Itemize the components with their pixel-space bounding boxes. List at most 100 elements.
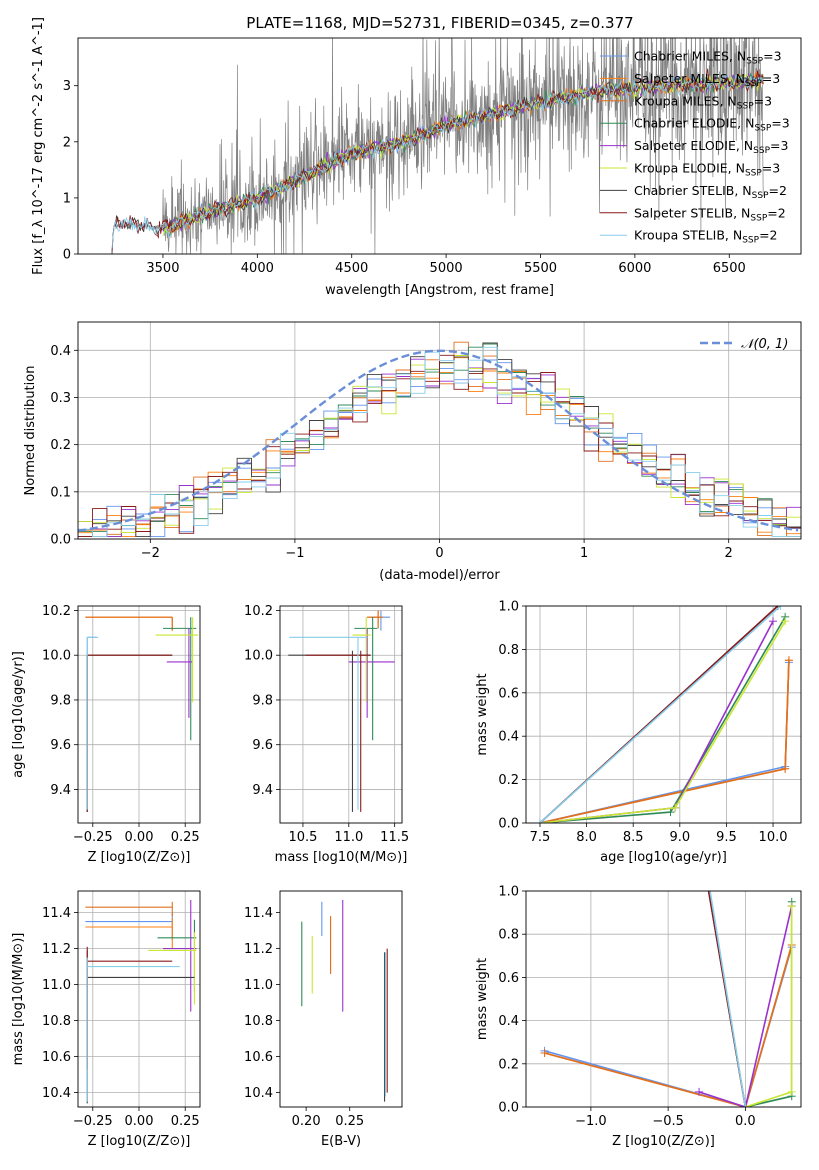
- errorbar-point: [85, 918, 173, 949]
- y-tick-label: 10.6: [42, 1050, 71, 1065]
- errorbar-point: [348, 628, 395, 718]
- x-tick-label: 0: [435, 546, 443, 561]
- legend-label: 𝒩(0, 1): [741, 337, 788, 352]
- mass-vs-ebv-panel: 0.20 0.25 10.4 10.6 10.8 11.0 11.2 11.4 E(B-V): [244, 890, 403, 1149]
- y-tick-label: 0.0: [498, 1101, 519, 1116]
- errorbar-point: [85, 616, 173, 631]
- y-tick-label: 9.4: [50, 783, 71, 798]
- legend-label: Chabrier ELODIE, NSSP=3: [634, 116, 790, 134]
- y-tick-label: 9.8: [252, 693, 273, 708]
- y-tick-label: 11.4: [42, 906, 71, 921]
- y-tick-label: 11.2: [244, 942, 273, 957]
- errorbar-point: [86, 636, 97, 812]
- y-tick-label: 0.0: [50, 533, 71, 548]
- legend-label: Kroupa MILES, NSSP=3: [634, 93, 772, 111]
- errorbar-point: [85, 912, 173, 940]
- y-tick-label: 0.2: [498, 773, 519, 788]
- y-tick-label: 10.2: [42, 604, 71, 619]
- mass-vs-metallicity-panel: −0.25 0.00 0.25 10.4 10.6 10.8 11.0 11.2 11.4 Z […: [11, 890, 201, 1149]
- legend-label: Chabrier MILES, NSSP=3: [634, 49, 782, 67]
- y-tick-label: 10.0: [42, 649, 71, 664]
- errorbar-point: [86, 636, 99, 810]
- errorbar-point: [85, 616, 173, 631]
- axes-frame: [77, 890, 201, 1108]
- mass-weight-line: [709, 891, 747, 1107]
- spectrum-legend: Chabrier MILES, NSSP=3 Salpeter MILES, NS…: [600, 49, 790, 246]
- y-tick-label: 0.2: [50, 438, 71, 453]
- mass-weight-marker: [741, 1103, 750, 1107]
- y-axis-label: Normed distribution: [23, 366, 38, 496]
- y-tick-label: 10.8: [42, 1014, 71, 1029]
- x-tick-label: −1.0: [575, 1114, 607, 1129]
- errorbar-point: [166, 628, 193, 718]
- x-axis-label: age [log10(age/yr)]: [600, 850, 727, 865]
- mass-weight-line: [539, 620, 786, 823]
- errorbar-point: [148, 932, 197, 1005]
- mass-weight-marker: [695, 1087, 704, 1096]
- y-tick-label: 0.1: [50, 485, 71, 500]
- y-tick-label: 0.4: [498, 730, 519, 745]
- x-tick-label: 0.25: [171, 1114, 200, 1129]
- y-tick-label: 2: [63, 135, 71, 150]
- mass-weight-vs-age-panel: 7.5 8.0 8.5 9.0 9.5 10.0 0.0 0.2 0.4 0.6 0.8 1.0 age…: [475, 600, 802, 865]
- y-tick-label: 1.0: [498, 885, 519, 900]
- age-vs-metallicity-panel: −0.25 0.00 0.25 9.4 9.6 9.8 10.0 10.2 Z [log10(Z…: [11, 604, 201, 865]
- x-tick-label: 1: [580, 546, 588, 561]
- mass-vs-ebv-plot-area: [301, 900, 388, 1102]
- histogram-step-line: [78, 346, 801, 538]
- x-tick-label: 4000: [241, 261, 274, 276]
- x-tick-label: −0.5: [652, 1114, 684, 1129]
- histogram-legend: 𝒩(0, 1): [700, 337, 788, 352]
- axes-frame: [279, 890, 403, 1108]
- y-tick-label: 0.8: [498, 928, 519, 943]
- mass-weight-marker: [540, 1049, 549, 1057]
- mass-weight-line: [539, 660, 790, 823]
- mass-weight-marker: [784, 656, 793, 665]
- mass-weight-marker: [787, 902, 796, 911]
- y-tick-label: 0: [63, 248, 71, 263]
- x-tick-label: 0.00: [125, 830, 154, 845]
- errorbar-point: [352, 617, 371, 703]
- legend-label: Salpeter STELIB, NSSP=2: [634, 205, 786, 223]
- residual-histogram-panel: −2 −1 0 1 2 0.0 0.1 0.2 0.3 0.4 (data-model)/error…: [23, 321, 802, 583]
- mass-weight-marker: [781, 617, 790, 626]
- y-tick-label: 9.8: [50, 693, 71, 708]
- residual-histogram-plot-area: [78, 341, 801, 538]
- y-tick-label: 9.6: [50, 738, 71, 753]
- errorbar-point: [86, 654, 173, 812]
- x-tick-label: 2: [725, 546, 733, 561]
- axes-frame: [525, 605, 802, 824]
- y-tick-label: 1: [63, 191, 71, 206]
- y-tick-label: 10.4: [244, 1086, 273, 1101]
- y-tick-label: 0.4: [498, 1014, 519, 1029]
- x-tick-label: 0.25: [335, 1114, 364, 1129]
- mass-weight-line: [544, 944, 793, 1107]
- x-tick-label: 8.5: [623, 830, 644, 845]
- age-vs-mass-plot-area: [288, 610, 395, 812]
- x-axis-label: (data-model)/error: [379, 568, 500, 583]
- age-vs-metallicity-plot-area: [85, 616, 199, 812]
- y-axis-label: age [log10(age/yr)]: [11, 651, 26, 778]
- x-tick-label: 9.5: [716, 830, 737, 845]
- x-tick-label: 0.20: [292, 1114, 321, 1129]
- x-tick-label: 3500: [146, 261, 179, 276]
- errorbar-point: [155, 617, 199, 703]
- y-axis-label: mass weight: [475, 673, 490, 755]
- y-tick-label: 0.6: [498, 971, 519, 986]
- histogram-step-line: [78, 354, 801, 538]
- axes-frame: [77, 321, 802, 540]
- legend-label: Chabrier STELIB, NSSP=2: [634, 183, 787, 201]
- x-tick-label: −0.25: [73, 1114, 113, 1129]
- x-tick-label: −2: [141, 546, 160, 561]
- mass-weight-line: [539, 620, 774, 823]
- model-spectrum-line: [111, 73, 764, 249]
- y-axis-label: Flux [f_λ 10^-17 erg cm^-2 s^-1 A^-1]: [31, 17, 46, 275]
- y-tick-label: 9.4: [252, 783, 273, 798]
- y-tick-label: 0.2: [498, 1057, 519, 1072]
- mass-weight-line: [539, 660, 790, 823]
- mass-weight-vs-age-plot-area: [535, 606, 793, 823]
- legend-label: Kroupa ELODIE, NSSP=3: [634, 161, 780, 179]
- mass-weight-line: [539, 662, 790, 823]
- y-tick-label: 10.4: [42, 1086, 71, 1101]
